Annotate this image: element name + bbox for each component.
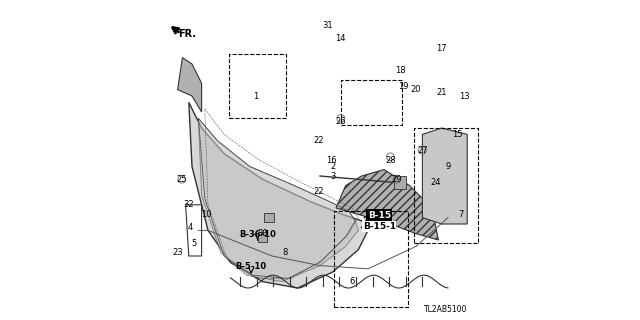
- Text: 18: 18: [395, 66, 405, 75]
- Text: 23: 23: [172, 248, 183, 257]
- Polygon shape: [178, 58, 202, 112]
- Polygon shape: [336, 170, 438, 240]
- Text: 17: 17: [436, 44, 447, 52]
- Text: 24: 24: [430, 178, 440, 187]
- Text: 8: 8: [282, 248, 287, 257]
- Text: B-15: B-15: [367, 211, 391, 220]
- Text: B-5-10: B-5-10: [236, 262, 267, 271]
- Text: 31: 31: [323, 21, 333, 30]
- Text: 22: 22: [313, 136, 324, 145]
- Text: B-15-1: B-15-1: [363, 222, 396, 231]
- Text: 12: 12: [379, 220, 389, 228]
- Text: 5: 5: [191, 239, 196, 248]
- Text: 19: 19: [398, 82, 408, 91]
- Text: 1: 1: [253, 92, 259, 100]
- Text: 29: 29: [392, 175, 402, 184]
- Bar: [334, 211, 408, 307]
- Text: 6: 6: [349, 277, 355, 286]
- Bar: [340, 80, 402, 125]
- Text: 10: 10: [201, 210, 212, 219]
- Text: 21: 21: [436, 88, 447, 97]
- Text: 20: 20: [411, 85, 421, 94]
- Text: 11: 11: [379, 210, 389, 219]
- Text: 4: 4: [188, 223, 193, 232]
- Polygon shape: [422, 128, 467, 224]
- Bar: [415, 128, 479, 243]
- Bar: [394, 176, 406, 189]
- Text: 27: 27: [417, 146, 428, 155]
- Text: B-15: B-15: [367, 211, 391, 220]
- Text: 16: 16: [326, 156, 337, 164]
- Text: FR.: FR.: [179, 29, 196, 39]
- Polygon shape: [198, 118, 358, 282]
- Polygon shape: [189, 102, 368, 288]
- Text: 22: 22: [313, 188, 324, 196]
- Text: 3: 3: [330, 172, 335, 180]
- Bar: [258, 232, 268, 242]
- Text: 25: 25: [177, 175, 187, 184]
- Text: TL2AB5100: TL2AB5100: [424, 305, 467, 314]
- Text: 32: 32: [184, 200, 194, 209]
- Text: 28: 28: [385, 156, 396, 164]
- Text: 30: 30: [257, 229, 268, 238]
- Text: 13: 13: [459, 92, 469, 100]
- Text: 26: 26: [335, 117, 346, 126]
- Text: 14: 14: [335, 34, 346, 43]
- Text: 9: 9: [445, 162, 451, 171]
- Text: 2: 2: [330, 162, 335, 171]
- Text: B-36-10: B-36-10: [239, 230, 276, 239]
- Text: 7: 7: [458, 210, 463, 219]
- Bar: [264, 213, 274, 222]
- Text: 15: 15: [452, 130, 463, 139]
- Bar: [229, 54, 287, 118]
